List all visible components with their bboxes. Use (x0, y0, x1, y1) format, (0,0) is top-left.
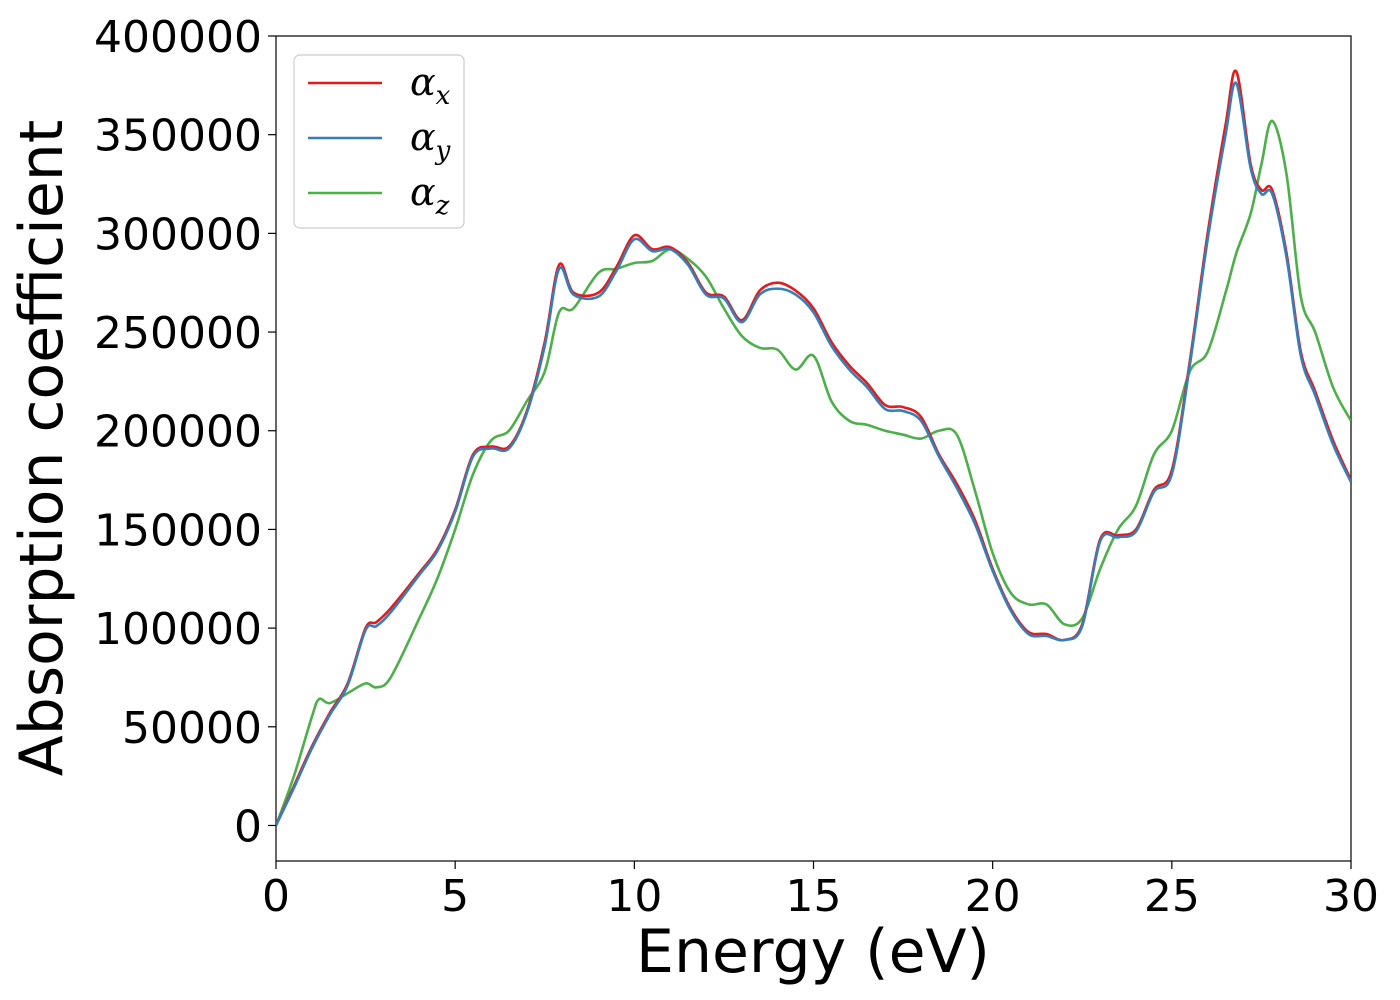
x-tick-label: 0 (262, 871, 290, 922)
y-tick-label: 50000 (122, 703, 262, 754)
y-tick-label: 0 (234, 801, 262, 852)
legend-box (293, 54, 465, 229)
legend-label-y: αy (410, 115, 451, 166)
x-tick-label: 20 (965, 871, 1021, 922)
x-tick-label: 15 (786, 871, 842, 922)
x-axis-title: Energy (eV) (636, 917, 990, 987)
y-tick-label: 350000 (94, 111, 262, 162)
y-tick-label: 400000 (94, 12, 262, 63)
x-tick-label: 25 (1144, 871, 1200, 922)
x-tick-label: 30 (1323, 871, 1379, 922)
y-tick-label: 100000 (94, 604, 262, 655)
y-tick-label: 150000 (94, 505, 262, 556)
y-tick-label: 200000 (94, 407, 262, 458)
y-tick-label: 250000 (94, 308, 262, 359)
y-axis: 0 50000 100000 150000 200000 250000 300000 3500… (94, 12, 276, 852)
series-line-y (276, 81, 1351, 827)
y-axis-title: Absorption coefficient (7, 120, 77, 777)
y-tick-label: 300000 (94, 209, 262, 260)
x-axis: 0 5 10 15 20 25 30 (262, 861, 1379, 922)
x-tick-label: 10 (606, 871, 662, 922)
x-tick-label: 5 (441, 871, 469, 922)
series-line-z (276, 119, 1351, 826)
series-layer (276, 69, 1351, 827)
